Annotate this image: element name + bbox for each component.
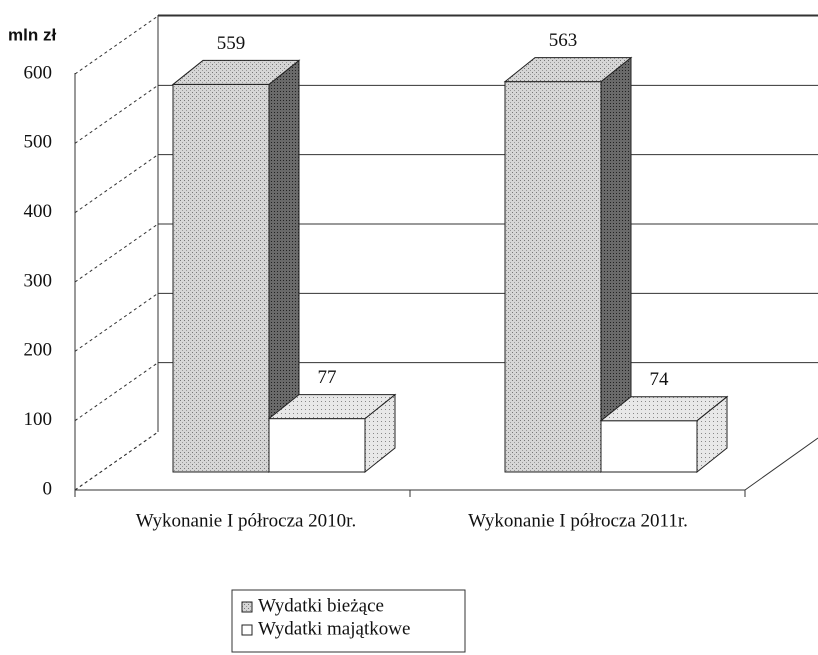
legend-label: Wydatki majątkowe	[258, 618, 410, 639]
y-tick-label: 300	[24, 270, 53, 291]
bar-top	[599, 396, 729, 422]
grid-line-diagonal	[74, 154, 159, 214]
grid-line-diagonal	[74, 223, 159, 283]
bar	[268, 418, 366, 473]
bar	[504, 81, 602, 473]
grid-line-diagonal	[74, 431, 159, 491]
x-tick-label: Wykonanie I półrocza 2010r.	[136, 510, 356, 531]
legend-label: Wydatki bieżące	[258, 595, 384, 616]
y-tick-label: 100	[24, 409, 53, 430]
grid-line-diagonal	[74, 292, 159, 352]
legend-swatch	[241, 601, 253, 613]
y-tick-label: 400	[24, 201, 53, 222]
y-tick-label: 500	[24, 132, 53, 153]
legend-swatch	[241, 624, 253, 636]
bar-top	[503, 57, 633, 83]
y-tick-label: 200	[24, 340, 53, 361]
grid-line-diagonal	[74, 84, 159, 144]
y-tick-label: 600	[24, 62, 53, 83]
data-label: 77	[318, 367, 337, 388]
data-label: 559	[217, 33, 246, 54]
grid-line-diagonal	[74, 362, 159, 422]
x-tick-label: Wykonanie I półrocza 2011r.	[468, 510, 688, 531]
bar-top	[267, 394, 397, 420]
y-tick-label: 0	[43, 478, 53, 499]
grid-line-diagonal	[74, 15, 159, 75]
y-axis-label: mln zł	[8, 25, 56, 44]
data-label: 74	[650, 369, 670, 390]
data-label: 563	[549, 30, 578, 51]
bar-top	[171, 59, 301, 85]
legend	[231, 589, 466, 653]
bar	[600, 420, 698, 473]
bar	[172, 83, 270, 473]
